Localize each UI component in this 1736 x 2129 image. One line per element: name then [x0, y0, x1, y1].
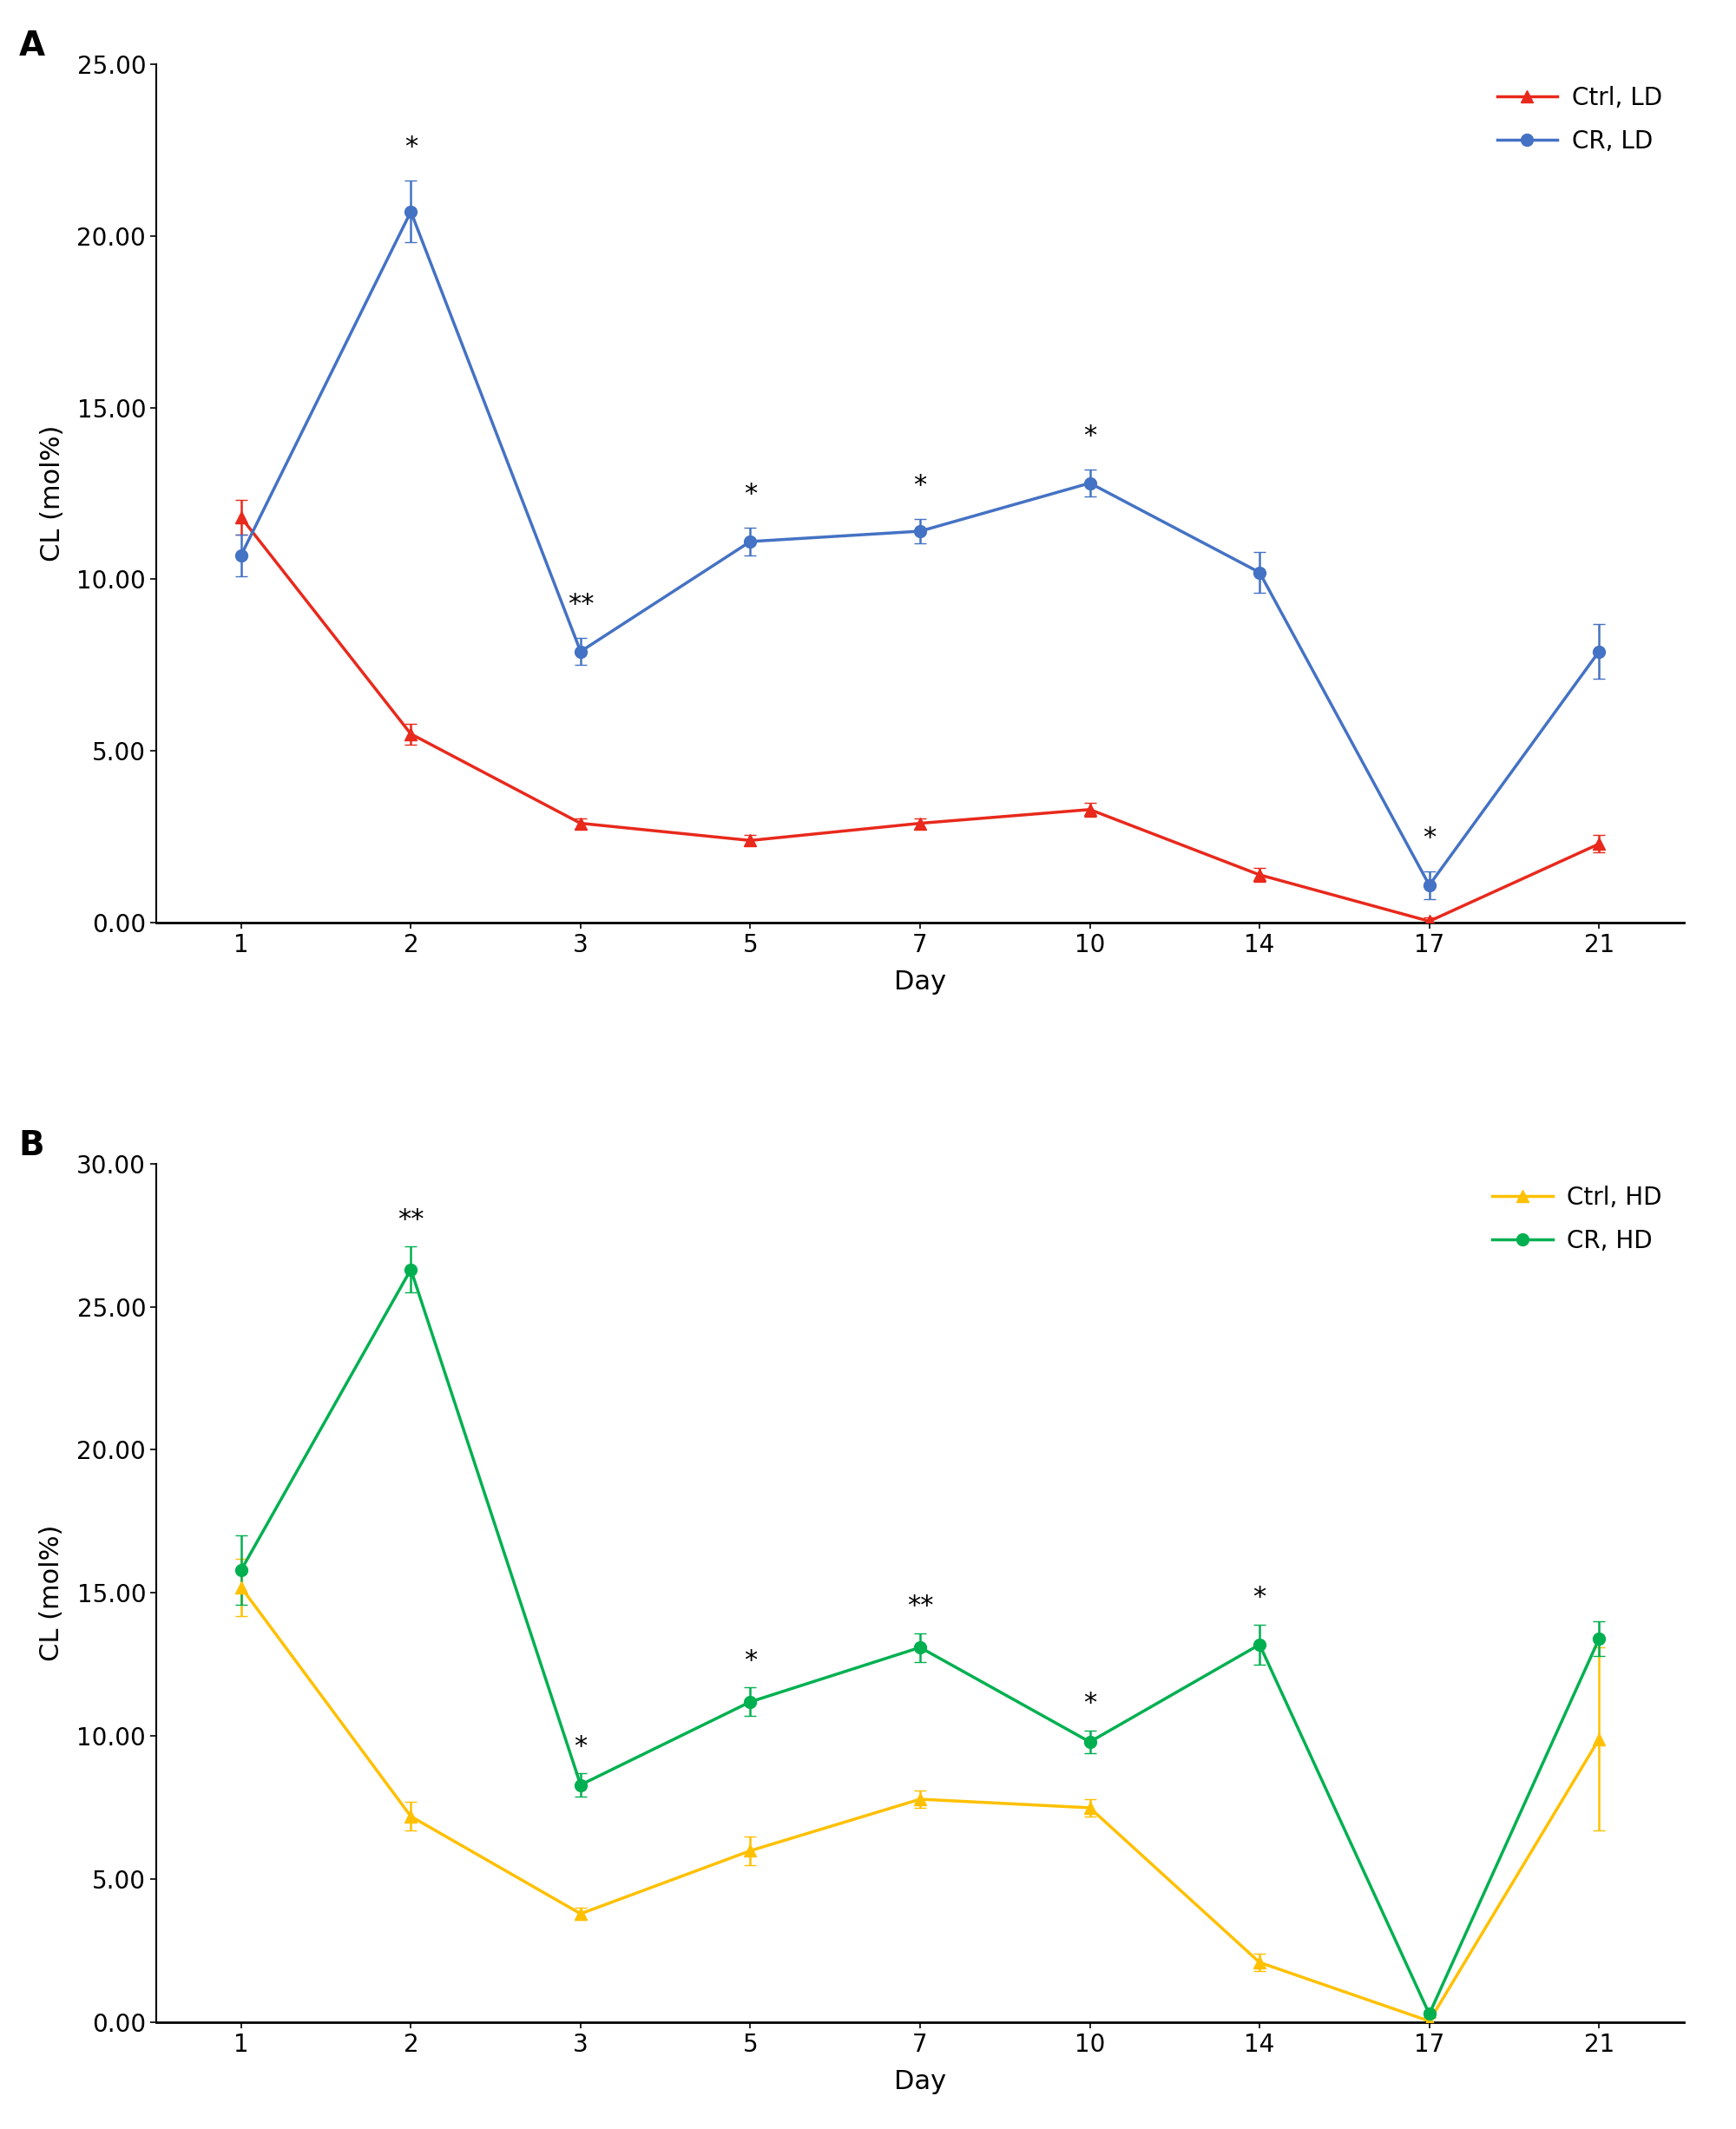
Text: B: B: [19, 1128, 45, 1162]
Text: *: *: [743, 481, 757, 507]
Text: *: *: [1083, 424, 1097, 449]
Text: *: *: [404, 134, 417, 160]
Y-axis label: CL (mol%): CL (mol%): [40, 426, 64, 562]
Text: *: *: [575, 1733, 587, 1759]
X-axis label: Day: Day: [894, 2069, 946, 2095]
Text: **: **: [398, 1207, 424, 1233]
Text: *: *: [913, 473, 927, 498]
Text: *: *: [1253, 1584, 1266, 1610]
Text: *: *: [1083, 1690, 1097, 1716]
Text: **: **: [568, 592, 594, 617]
Legend: Ctrl, HD, CR, HD: Ctrl, HD, CR, HD: [1483, 1175, 1672, 1262]
Y-axis label: CL (mol%): CL (mol%): [40, 1524, 64, 1661]
Text: *: *: [1424, 826, 1436, 852]
Text: **: **: [906, 1595, 934, 1618]
Text: *: *: [743, 1648, 757, 1673]
Legend: Ctrl, LD, CR, LD: Ctrl, LD, CR, LD: [1488, 77, 1672, 164]
Text: A: A: [19, 30, 45, 62]
X-axis label: Day: Day: [894, 969, 946, 994]
